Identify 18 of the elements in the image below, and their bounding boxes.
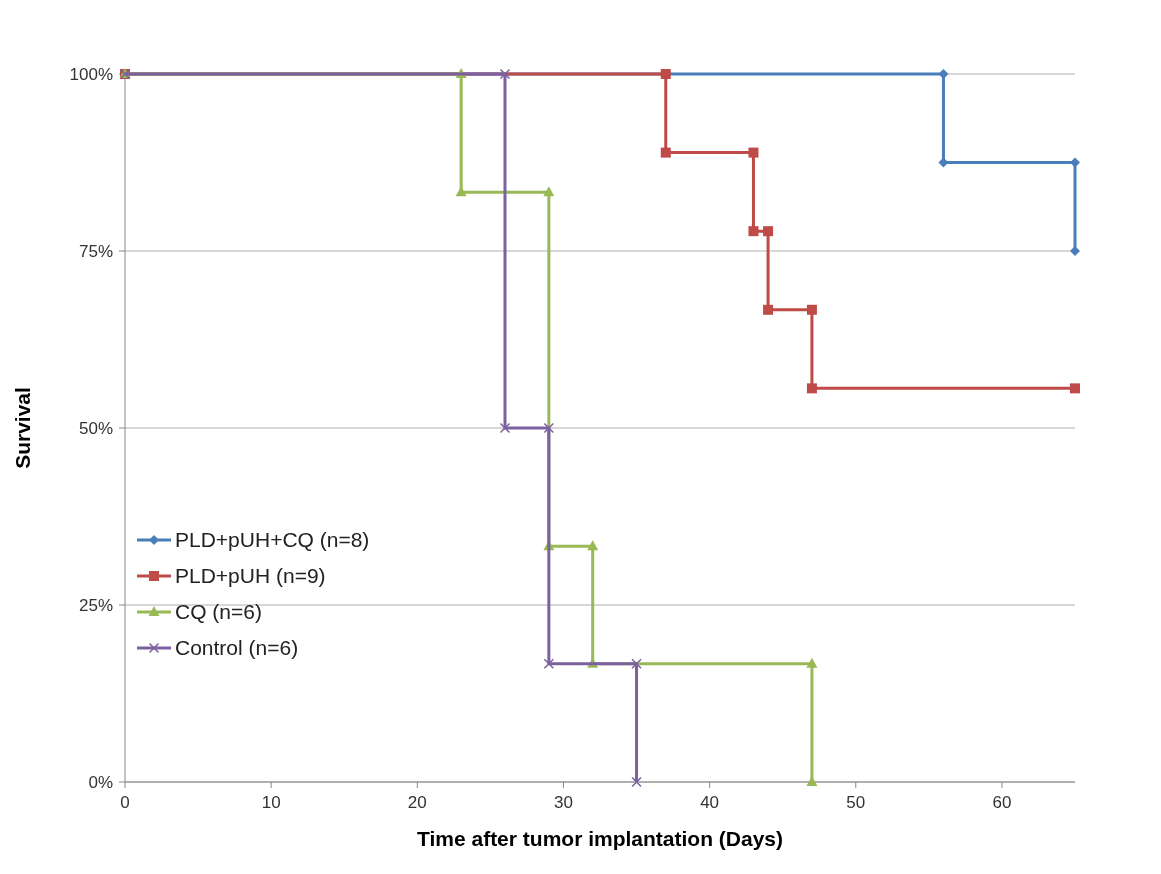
y-tick-label: 0%: [88, 772, 113, 792]
y-tick-label: 100%: [69, 64, 113, 84]
y-tick-label: 25%: [78, 595, 113, 615]
y-tick-label: 50%: [78, 418, 113, 438]
x-tick-label: 0: [120, 793, 130, 812]
legend-label: Control (n=6): [175, 636, 299, 660]
x-tick-label: 40: [700, 793, 720, 812]
legend-label: PLD+pUH (n=9): [175, 564, 326, 588]
legend-label: PLD+pUH+CQ (n=8): [175, 528, 370, 552]
x-tick-label: 50: [846, 793, 866, 812]
x-tick-label: 20: [407, 793, 427, 812]
y-tick-label: 75%: [78, 241, 113, 261]
x-tick-label: 30: [554, 793, 573, 812]
x-axis-title: Time after tumor implantation (Days): [416, 827, 784, 850]
legend-label: CQ (n=6): [175, 600, 262, 624]
y-axis-title: Survival: [11, 387, 34, 469]
x-tick-label: 10: [261, 793, 281, 812]
x-tick-label: 60: [992, 793, 1012, 812]
